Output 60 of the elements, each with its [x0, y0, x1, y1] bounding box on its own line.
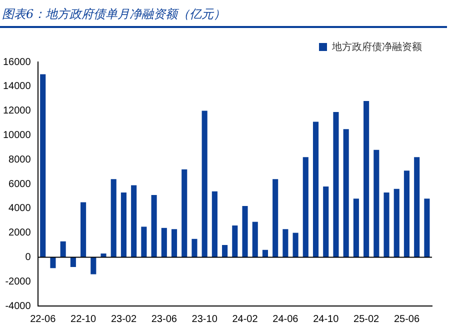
- bar: [424, 198, 430, 258]
- bar: [232, 225, 238, 258]
- y-tick-label: -4000: [5, 300, 32, 312]
- bar: [120, 192, 126, 258]
- bar: [40, 74, 46, 258]
- bar: [272, 179, 278, 258]
- bar: [374, 150, 380, 258]
- y-tick-label: 2000: [8, 228, 32, 239]
- bar: [323, 186, 329, 258]
- x-tick-label: 25-06: [394, 314, 420, 325]
- bar: [252, 222, 258, 258]
- bar: [110, 179, 116, 258]
- x-tick-label: 22-06: [30, 314, 56, 325]
- bar: [50, 257, 56, 268]
- y-tick-label: 10000: [2, 130, 32, 141]
- x-tick-label: 23-10: [192, 314, 218, 325]
- chart-title: 图表6：地方政府债单月净融资额（亿元）: [0, 0, 447, 28]
- bar: [364, 101, 370, 258]
- bar: [292, 232, 298, 258]
- bar: [80, 202, 86, 258]
- bar: [384, 192, 390, 258]
- bar: [90, 257, 96, 274]
- y-tick-label: -2000: [5, 276, 32, 288]
- y-tick-label: 6000: [8, 178, 32, 190]
- bar: [182, 169, 188, 258]
- bar: [242, 206, 248, 258]
- x-tick-label: 23-06: [151, 314, 178, 325]
- x-tick-label: 25-02: [354, 314, 380, 325]
- y-tick-label: 16000: [2, 56, 32, 68]
- bar: [161, 228, 167, 258]
- y-tick-label: 14000: [2, 81, 32, 92]
- x-tick-label: 23-02: [110, 314, 137, 325]
- bar: [414, 157, 420, 258]
- bar: [151, 194, 157, 258]
- bar: [212, 191, 218, 258]
- bar: [131, 185, 137, 258]
- bar: [192, 238, 198, 258]
- bar: [202, 110, 208, 258]
- y-tick-label: 0: [25, 252, 32, 263]
- y-tick-label: 8000: [8, 154, 32, 166]
- y-tick-label: 12000: [2, 106, 32, 117]
- bar: [70, 257, 76, 267]
- bar: [60, 241, 66, 258]
- bar: [171, 229, 178, 258]
- legend-label: 地方政府债净融资额: [331, 40, 422, 53]
- y-tick-label: 4000: [8, 203, 32, 214]
- bar: [394, 188, 400, 258]
- bar: [302, 157, 308, 258]
- bar: [312, 122, 319, 258]
- x-tick-label: 24-02: [232, 314, 258, 325]
- bar: [141, 226, 147, 258]
- bar: [333, 112, 339, 258]
- bar: [353, 198, 359, 258]
- bar: [222, 245, 228, 258]
- bar: [404, 170, 410, 258]
- x-tick-label: 24-10: [313, 314, 340, 325]
- bar: [282, 229, 288, 258]
- x-tick-label: 22-10: [70, 314, 97, 325]
- x-tick-label: 24-06: [272, 314, 299, 325]
- bar: [343, 129, 349, 258]
